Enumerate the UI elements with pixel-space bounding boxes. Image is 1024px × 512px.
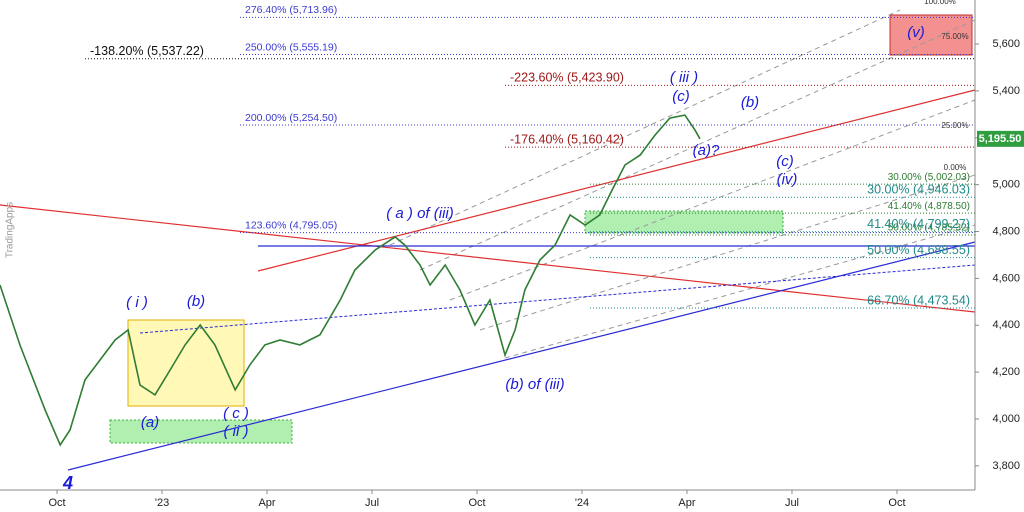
y-tick-label: 5,400 [992,85,1020,97]
fan-label: 25.00% [941,121,968,130]
fib-level-label: -223.60% (5,423.90) [510,71,624,85]
x-tick-label: '23 [155,497,169,509]
wave-label: 4 [62,473,73,493]
wave-label: ( ii ) [224,423,249,440]
wave-label: ( iii ) [670,69,698,86]
wave-label: (b) [741,94,759,111]
wave-label: (c) [672,88,690,105]
x-tick-label: Apr [678,497,695,509]
fan-label: 0.00% [944,163,967,172]
wave-label: (c) [776,153,794,170]
y-tick-label: 3,800 [992,460,1020,472]
fib-level-label: 200.00% (5,254.50) [245,112,337,124]
trend-line [0,204,976,313]
x-tick-label: Oct [888,497,905,509]
x-tick-label: Jul [365,497,379,509]
y-tick-label: 5,600 [992,38,1020,50]
zone-box [889,14,973,56]
wave-label: ( c ) [223,405,249,422]
trend-line [67,241,976,471]
fib-level-label: 250.00% (5,555.19) [245,41,337,53]
x-tick-label: '24 [575,497,589,509]
wave-label: (b) [187,293,205,310]
wave-label: (a) [141,414,159,431]
fan-lines [389,9,976,359]
fib-level-label: 41.40% (4,878.50) [888,201,970,212]
y-tick-label: 4,200 [992,366,1020,378]
wave-label: (a)? [693,142,720,159]
wave-label: ( a ) of (iii) [386,205,454,222]
zone-box [584,210,784,234]
y-tick-label: 4,800 [992,225,1020,237]
price-badge [977,130,1024,147]
y-tick-label: 4,600 [992,272,1020,284]
wave-label: ( i ) [126,294,148,311]
zone-box [127,319,245,407]
wave-label: (v) [907,24,925,41]
fib-level-label: 123.60% (4,795.05) [245,219,337,231]
y-tick-label: 5,000 [992,179,1020,191]
fib-level-label: 30.00% (5,002.03) [888,172,970,183]
wave-label: (iv) [777,171,798,188]
fan-label: 75.00% [941,32,968,41]
price-line [0,114,701,447]
x-tick-label: Jul [785,497,799,509]
x-tick-label: Apr [258,497,275,509]
x-tick-label: Oct [48,497,65,509]
zone-box [109,419,293,444]
y-tick-label: 4,000 [992,413,1020,425]
watermark: TradingApps [5,202,16,258]
x-tick-label: Oct [468,497,485,509]
fan-label: 100.00% [924,0,956,6]
fib-level-label: 66.70% (4,473.54) [867,293,970,307]
fib-level-label: 50.00% (4,688.55) [867,243,970,257]
fib-level-label: 276.40% (5,713.96) [245,4,337,16]
fib-level-label: 41.40% (4,799.27) [867,217,970,231]
y-tick-label: 4,400 [992,319,1020,331]
price-badge-label: 5,195.50 [979,133,1022,145]
wave-label: (b) of (iii) [505,376,564,393]
fib-level-label: 30.00% (4,946.03) [867,183,970,197]
fib-level-label: -176.40% (5,160.42) [510,132,624,146]
fib-level-label: -138.20% (5,537.22) [90,44,204,58]
fib-level-label: 50.00% (4,785.32) [888,223,970,234]
